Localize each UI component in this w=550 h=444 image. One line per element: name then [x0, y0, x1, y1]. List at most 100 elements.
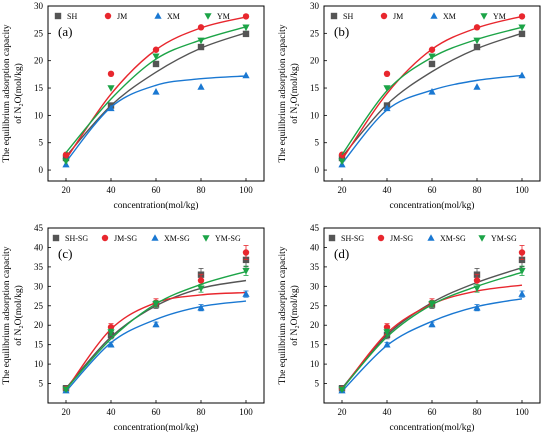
y-axis-title-line1: The equilibrium adsorption capacity: [2, 24, 12, 162]
data-point: [338, 154, 346, 162]
y-tick-label: 5: [39, 379, 44, 389]
fit-curve: [65, 16, 247, 160]
y-axis-title-line2: of N₂O(mol/kg): [13, 285, 24, 346]
data-point: [518, 267, 526, 275]
y-tick-label: 25: [310, 301, 320, 311]
plot-frame: [47, 227, 265, 404]
x-tick-label: 20: [338, 407, 348, 417]
fit-curve: [65, 279, 247, 389]
x-tick-label: 80: [197, 185, 207, 195]
y-axis-title-line2: of N₂O(mol/kg): [289, 63, 300, 124]
x-tick-label: 40: [107, 185, 117, 195]
y-tick-label: 25: [34, 301, 44, 311]
y-tick-label: 35: [310, 262, 320, 272]
legend-label: JM-SG: [114, 234, 137, 243]
legend-marker: [101, 234, 109, 242]
y-tick-label: 10: [34, 359, 44, 369]
legend-marker: [151, 234, 159, 241]
data-point: [152, 88, 160, 95]
y-tick-label: 10: [310, 359, 320, 369]
data-point: [107, 340, 115, 348]
panel-label: (c): [58, 246, 72, 261]
legend-marker: [202, 235, 210, 242]
data-point: [383, 70, 391, 78]
legend-label: SH: [343, 12, 353, 21]
x-tick-label: 40: [383, 185, 393, 195]
y-tick-label: 25: [34, 28, 44, 38]
data-point: [428, 60, 436, 68]
panel-label: (b): [334, 24, 349, 39]
data-point: [107, 85, 115, 92]
y-axis-title-line2: of N₂O(mol/kg): [289, 285, 300, 346]
fit-curve: [65, 32, 247, 157]
data-point: [383, 340, 391, 348]
legend-marker: [328, 234, 336, 242]
data-point: [428, 88, 436, 95]
data-point: [197, 277, 205, 284]
data-point: [152, 53, 160, 61]
panel-c: 20 40 60 80 100 5 10 15 20 25 30 35 40 45 concentratio…: [2, 223, 265, 433]
legend-label: SH: [67, 12, 77, 21]
x-axis-title: concentration(mol/kg): [114, 200, 199, 211]
y-tick-label: 30: [310, 1, 320, 11]
data-point: [383, 329, 391, 337]
y-tick-label: 5: [315, 379, 320, 389]
data-point: [383, 104, 391, 112]
y-tick-label: 0: [39, 165, 44, 175]
data-point: [338, 158, 346, 166]
legend-marker: [154, 12, 162, 19]
data-point: [62, 151, 70, 158]
x-axis-title: concentration(mol/kg): [390, 200, 475, 211]
data-point: [62, 386, 70, 394]
data-point: [518, 30, 526, 38]
data-point: [197, 303, 205, 311]
y-tick-label: 30: [34, 281, 44, 291]
y-tick-label: 45: [310, 223, 320, 233]
data-point: [338, 386, 346, 394]
panel-label: (a): [58, 24, 72, 39]
data-point: [518, 24, 526, 32]
y-tick-label: 20: [34, 320, 44, 330]
data-point: [197, 285, 205, 293]
x-tick-label: 40: [107, 407, 117, 417]
y-tick-label: 20: [34, 56, 44, 66]
data-point: [152, 60, 160, 68]
legend-label: XM: [443, 12, 456, 21]
data-point: [242, 71, 250, 79]
panel-label: (d): [334, 246, 349, 261]
x-tick-label: 20: [338, 185, 348, 195]
data-point: [197, 83, 205, 90]
fit-curve: [65, 300, 247, 392]
data-point: [107, 329, 115, 337]
data-point: [242, 24, 250, 32]
legend-marker: [204, 13, 212, 20]
y-tick-label: 20: [310, 320, 320, 330]
y-tick-label: 5: [315, 138, 320, 148]
y-tick-label: 40: [34, 242, 44, 252]
x-tick-label: 60: [152, 185, 162, 195]
y-tick-label: 10: [310, 110, 320, 120]
y-tick-label: 15: [310, 340, 320, 350]
y-tick-label: 25: [310, 28, 320, 38]
plot-frame: [323, 227, 541, 404]
legend-marker: [52, 234, 60, 242]
data-point: [473, 43, 481, 51]
y-tick-label: 15: [310, 83, 320, 93]
data-point: [473, 37, 481, 45]
data-point: [242, 290, 250, 297]
y-tick-label: 20: [310, 56, 320, 66]
y-tick-label: 35: [34, 262, 44, 272]
legend-label: YM-SG: [215, 234, 241, 243]
legend-marker: [330, 12, 338, 20]
x-tick-label: 20: [62, 407, 72, 417]
data-point: [518, 290, 526, 297]
data-point: [473, 285, 481, 293]
fit-curve: [341, 298, 523, 392]
fit-curve: [341, 15, 523, 161]
x-tick-label: 80: [197, 407, 207, 417]
y-tick-label: 40: [310, 242, 320, 252]
legend-label: JM: [117, 12, 127, 21]
data-point: [383, 85, 391, 92]
y-axis-title-line1: The equilibrium adsorption capacity: [278, 24, 288, 162]
